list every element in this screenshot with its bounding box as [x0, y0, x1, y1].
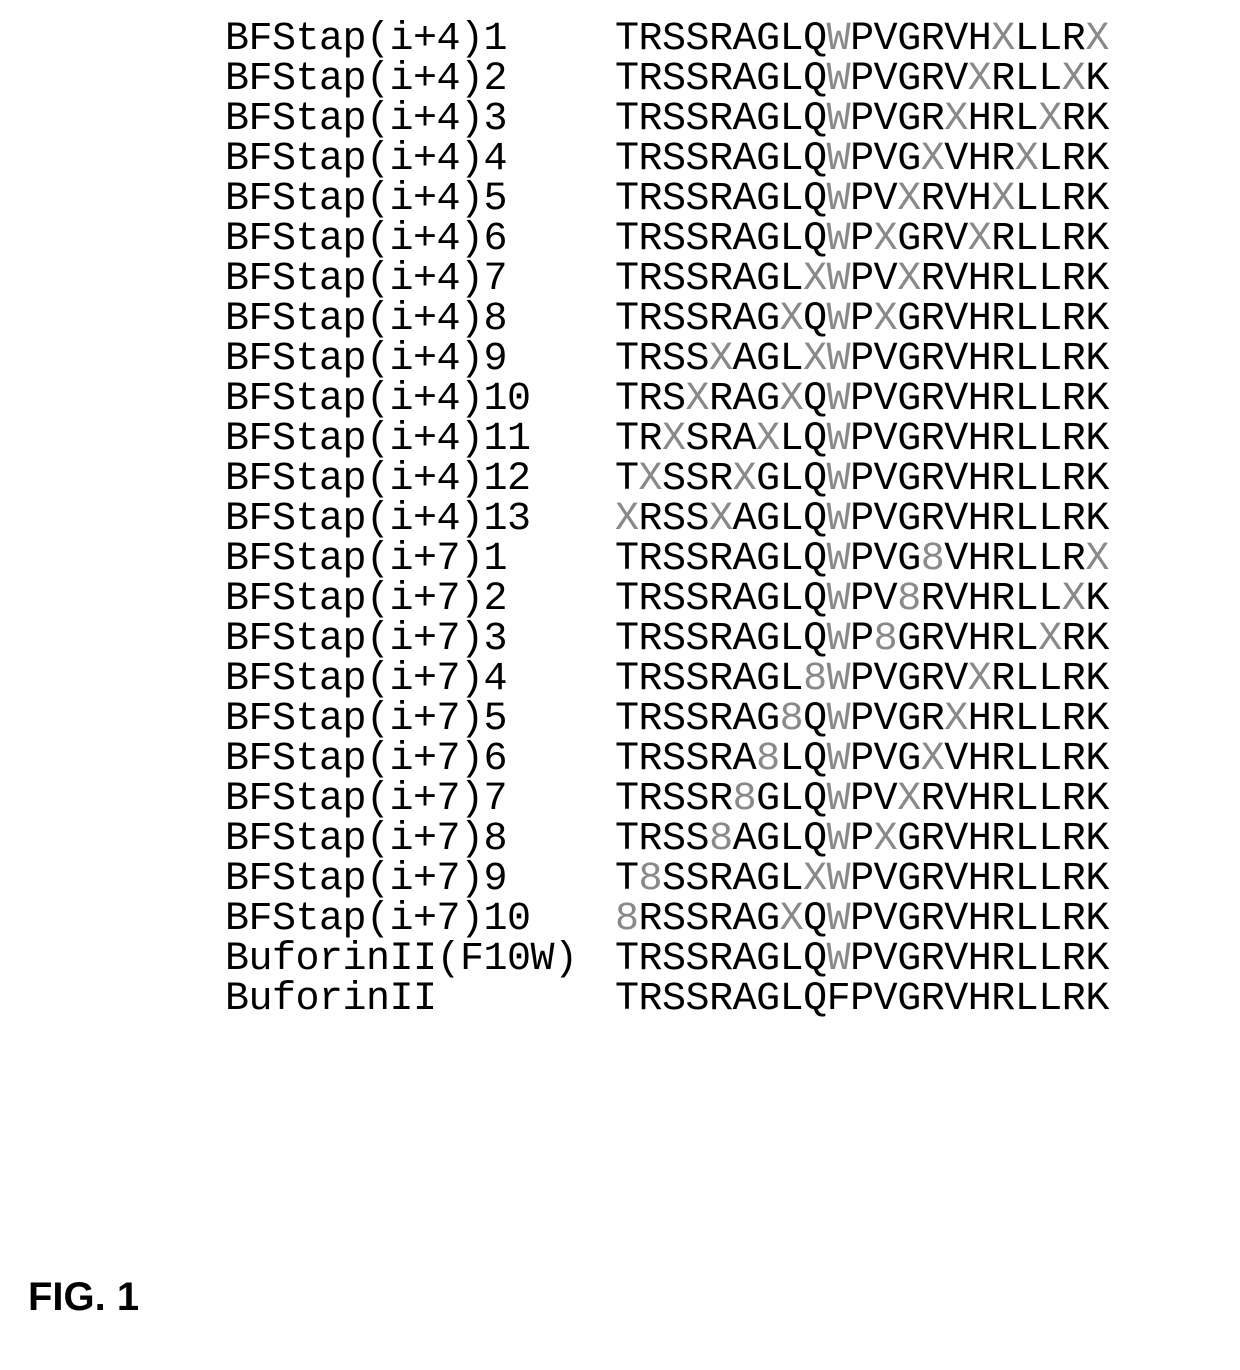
sequence-row: BFStap(i+4)6TRSSRAGLQWPXGRVXRLLRK: [225, 220, 1109, 260]
sequence-name: BFStap(i+7)7: [225, 780, 615, 820]
sequence-name: BFStap(i+4)10: [225, 380, 615, 420]
sequence-name: BFStap(i+7)6: [225, 740, 615, 780]
sequence-name: BFStap(i+4)1: [225, 20, 615, 60]
sequence-residues: TRSSR8GLQWPVXRVHRLLRK: [615, 780, 1109, 820]
sequence-row: BFStap(i+7)7TRSSR8GLQWPVXRVHRLLRK: [225, 780, 1109, 820]
sequence-residues: TRSSRAGLQWPVXRVHXLLRK: [615, 180, 1109, 220]
sequence-row: BFStap(i+4)13XRSSXAGLQWPVGRVHRLLRK: [225, 500, 1109, 540]
sequence-name: BFStap(i+7)10: [225, 900, 615, 940]
sequence-residues: TRSSRAGLQWPVGRVXRLLXK: [615, 60, 1109, 100]
sequence-residues: TRSSRAGLQWPVGRXHRLXRK: [615, 100, 1109, 140]
figure-label: FIG. 1: [28, 1275, 139, 1320]
sequence-residues: TRSSRAGXQWPXGRVHRLLRK: [615, 300, 1109, 340]
sequence-name: BFStap(i+4)2: [225, 60, 615, 100]
sequence-name: BuforinII: [225, 980, 615, 1020]
sequence-residues: TRSSRAG8QWPVGRXHRLLRK: [615, 700, 1109, 740]
sequence-name: BFStap(i+7)9: [225, 860, 615, 900]
sequence-row: BFStap(i+4)5TRSSRAGLQWPVXRVHXLLRK: [225, 180, 1109, 220]
sequence-row: BFStap(i+7)108RSSRAGXQWPVGRVHRLLRK: [225, 900, 1109, 940]
sequence-row: BFStap(i+7)4TRSSRAGL8WPVGRVXRLLRK: [225, 660, 1109, 700]
sequence-residues: TRSSRAGLQWPVGRVHRLLRK: [615, 940, 1109, 980]
sequence-residues: TRSSRAGLQWPVGRVHXLLRX: [615, 20, 1109, 60]
sequence-name: BFStap(i+7)3: [225, 620, 615, 660]
sequence-row: BFStap(i+4)2TRSSRAGLQWPVGRVXRLLXK: [225, 60, 1109, 100]
sequence-row: BuforinII(F10W)TRSSRAGLQWPVGRVHRLLRK: [225, 940, 1109, 980]
sequence-name: BFStap(i+4)4: [225, 140, 615, 180]
sequence-residues: T8SSRAGLXWPVGRVHRLLRK: [615, 860, 1109, 900]
sequence-residues: TRSSRAGLQWPVGXVHRXLRK: [615, 140, 1109, 180]
sequence-name: BFStap(i+4)9: [225, 340, 615, 380]
sequence-residues: TRSSXAGLXWPVGRVHRLLRK: [615, 340, 1109, 380]
sequence-name: BFStap(i+4)3: [225, 100, 615, 140]
sequence-alignment: BFStap(i+4)1TRSSRAGLQWPVGRVHXLLRXBFStap(…: [225, 20, 1109, 1020]
sequence-row: BFStap(i+7)6TRSSRA8LQWPVGXVHRLLRK: [225, 740, 1109, 780]
sequence-residues: TRSSRAGLQWP8GRVHRLXRK: [615, 620, 1109, 660]
sequence-residues: TRSS8AGLQWPXGRVHRLLRK: [615, 820, 1109, 860]
sequence-row: BFStap(i+4)7TRSSRAGLXWPVXRVHRLLRK: [225, 260, 1109, 300]
sequence-row: BFStap(i+4)9TRSSXAGLXWPVGRVHRLLRK: [225, 340, 1109, 380]
sequence-residues: TRSSRAGLXWPVXRVHRLLRK: [615, 260, 1109, 300]
sequence-residues: TXSSRXGLQWPVGRVHRLLRK: [615, 460, 1109, 500]
sequence-name: BFStap(i+7)8: [225, 820, 615, 860]
sequence-name: BFStap(i+4)6: [225, 220, 615, 260]
sequence-name: BFStap(i+4)7: [225, 260, 615, 300]
sequence-name: BFStap(i+7)5: [225, 700, 615, 740]
sequence-row: BFStap(i+4)3TRSSRAGLQWPVGRXHRLXRK: [225, 100, 1109, 140]
sequence-row: BFStap(i+7)8TRSS8AGLQWPXGRVHRLLRK: [225, 820, 1109, 860]
sequence-name: BFStap(i+4)11: [225, 420, 615, 460]
sequence-name: BFStap(i+4)8: [225, 300, 615, 340]
sequence-name: BFStap(i+7)1: [225, 540, 615, 580]
sequence-name: BFStap(i+4)12: [225, 460, 615, 500]
sequence-row: BFStap(i+7)5TRSSRAG8QWPVGRXHRLLRK: [225, 700, 1109, 740]
sequence-row: BFStap(i+7)9T8SSRAGLXWPVGRVHRLLRK: [225, 860, 1109, 900]
sequence-residues: TRSSRAGLQWPV8RVHRLLXK: [615, 580, 1109, 620]
sequence-name: BFStap(i+7)2: [225, 580, 615, 620]
sequence-name: BFStap(i+4)13: [225, 500, 615, 540]
sequence-residues: TRSSRAGLQWPVG8VHRLLRX: [615, 540, 1109, 580]
sequence-residues: TRSXRAGXQWPVGRVHRLLRK: [615, 380, 1109, 420]
sequence-residues: TRSSRAGLQFPVGRVHRLLRK: [615, 980, 1109, 1020]
sequence-residues: TRSSRAGLQWPXGRVXRLLRK: [615, 220, 1109, 260]
sequence-row: BFStap(i+4)1TRSSRAGLQWPVGRVHXLLRX: [225, 20, 1109, 60]
sequence-row: BFStap(i+4)10TRSXRAGXQWPVGRVHRLLRK: [225, 380, 1109, 420]
sequence-row: BFStap(i+4)8TRSSRAGXQWPXGRVHRLLRK: [225, 300, 1109, 340]
sequence-name: BFStap(i+7)4: [225, 660, 615, 700]
sequence-residues: 8RSSRAGXQWPVGRVHRLLRK: [615, 900, 1109, 940]
sequence-residues: TRSSRAGL8WPVGRVXRLLRK: [615, 660, 1109, 700]
sequence-residues: TRSSRA8LQWPVGXVHRLLRK: [615, 740, 1109, 780]
sequence-row: BFStap(i+7)2TRSSRAGLQWPV8RVHRLLXK: [225, 580, 1109, 620]
sequence-row: BFStap(i+7)1TRSSRAGLQWPVG8VHRLLRX: [225, 540, 1109, 580]
sequence-row: BFStap(i+4)4TRSSRAGLQWPVGXVHRXLRK: [225, 140, 1109, 180]
sequence-row: BFStap(i+7)3TRSSRAGLQWP8GRVHRLXRK: [225, 620, 1109, 660]
sequence-residues: TRXSRAXLQWPVGRVHRLLRK: [615, 420, 1109, 460]
sequence-residues: XRSSXAGLQWPVGRVHRLLRK: [615, 500, 1109, 540]
sequence-row: BFStap(i+4)12TXSSRXGLQWPVGRVHRLLRK: [225, 460, 1109, 500]
sequence-name: BuforinII(F10W): [225, 940, 615, 980]
sequence-name: BFStap(i+4)5: [225, 180, 615, 220]
sequence-row: BFStap(i+4)11TRXSRAXLQWPVGRVHRLLRK: [225, 420, 1109, 460]
sequence-row: BuforinIITRSSRAGLQFPVGRVHRLLRK: [225, 980, 1109, 1020]
